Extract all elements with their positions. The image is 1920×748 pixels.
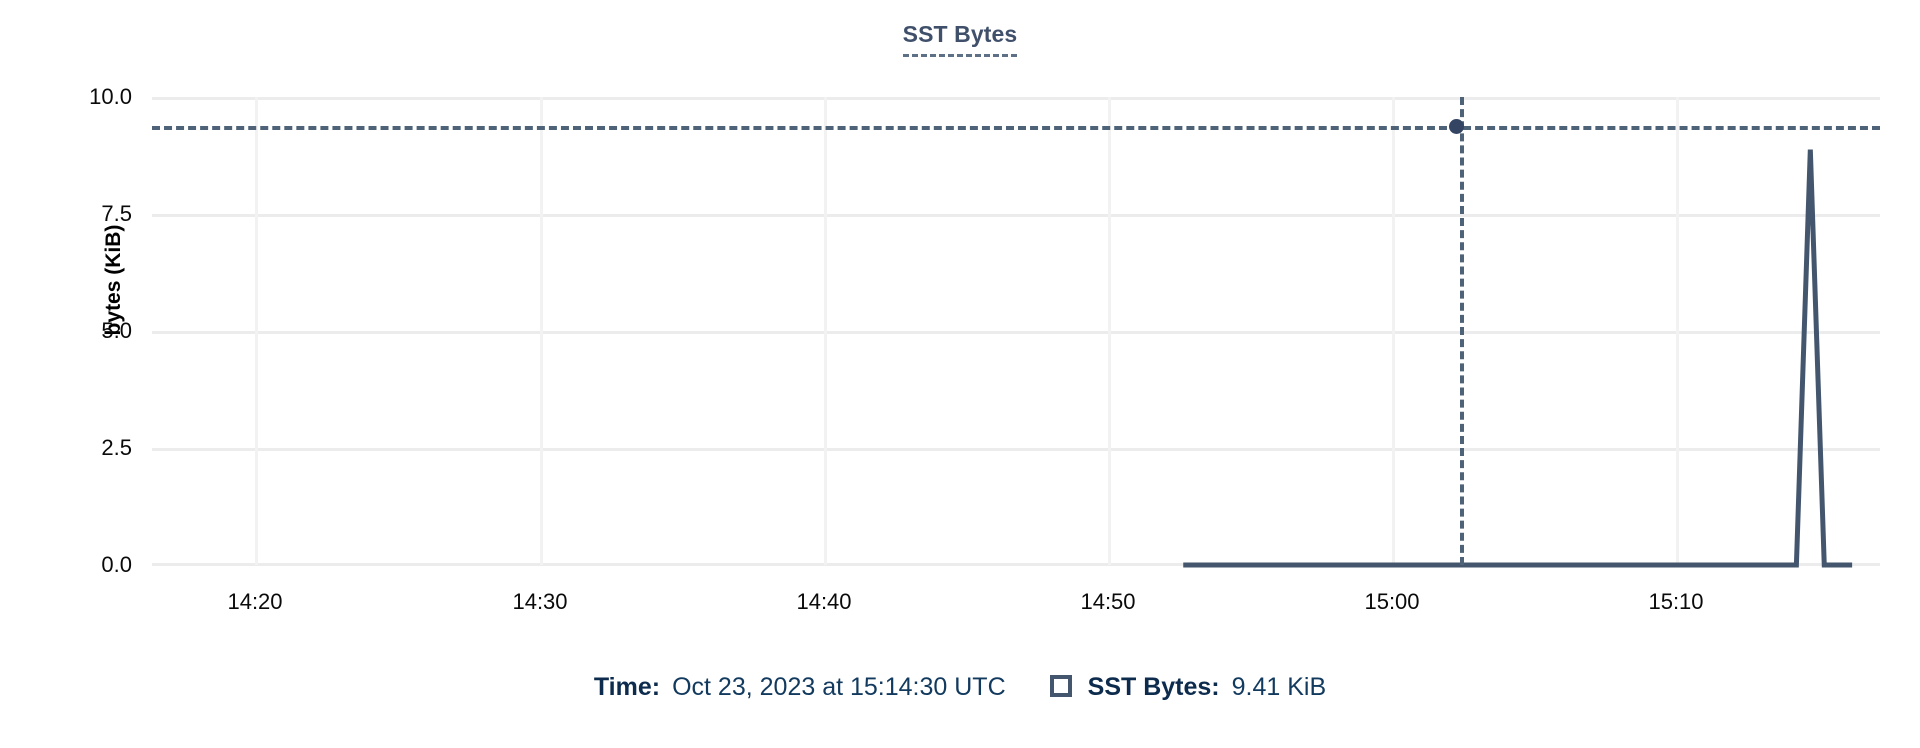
y-tick-label: 10.0 — [89, 84, 132, 109]
y-tick-label: 0.0 — [101, 552, 132, 577]
tooltip-time-group: Time: Oct 23, 2023 at 15:14:30 UTC — [594, 672, 1006, 702]
gridline-y-5 — [152, 331, 1880, 334]
x-tick-label: 14:50 — [1080, 589, 1136, 614]
gridline-x-1430 — [540, 97, 543, 565]
gridline-x-1510 — [1676, 97, 1679, 565]
crosshair-marker-dot — [1448, 118, 1464, 134]
gridline-x-1420 — [255, 97, 258, 565]
tooltip-series-label: SST Bytes: — [1087, 673, 1220, 701]
y-tick-label: 5.0 — [101, 318, 132, 343]
y-tick-label: 7.5 — [101, 201, 132, 226]
x-tick-label: 15:00 — [1364, 589, 1420, 614]
x-tick-label: 14:30 — [512, 589, 568, 614]
gridline-y-10 — [152, 97, 1880, 100]
gridline-y-7.5 — [152, 214, 1880, 217]
y-axis-tick-labels: 10.0 7.5 5.0 2.5 0.0 — [20, 0, 132, 748]
plot-area[interactable] — [152, 97, 1880, 568]
gridline-x-1450 — [1108, 97, 1111, 565]
tooltip-series-group[interactable]: SST Bytes: 9.41 KiB — [1049, 672, 1327, 702]
tooltip-time-label: Time: — [593, 673, 661, 701]
crosshair-horizontal-line — [152, 126, 1880, 130]
title-dashed-underline — [902, 54, 1018, 57]
series-sst-bytes — [1183, 149, 1853, 568]
x-tick-label: 14:40 — [796, 589, 852, 614]
gridline-y-0 — [152, 563, 1880, 566]
chart-title-text: SST Bytes — [902, 21, 1018, 47]
x-tick-label: 15:10 — [1648, 589, 1704, 614]
legend-swatch-icon[interactable] — [1049, 675, 1072, 697]
tooltip-footer: Time: Oct 23, 2023 at 15:14:30 UTC SST B… — [0, 672, 1920, 702]
gridline-x-1440 — [824, 97, 827, 565]
chart-title: SST Bytes — [0, 20, 1920, 57]
x-tick-label: 14:20 — [227, 589, 283, 614]
crosshair-vertical-line — [1460, 97, 1464, 565]
y-tick-label: 2.5 — [101, 435, 132, 460]
tooltip-time-value: Oct 23, 2023 at 15:14:30 UTC — [672, 673, 1006, 701]
tooltip-series-value: 9.41 KiB — [1231, 673, 1327, 701]
gridline-y-2.5 — [152, 448, 1880, 451]
gridline-x-1500 — [1392, 97, 1395, 565]
